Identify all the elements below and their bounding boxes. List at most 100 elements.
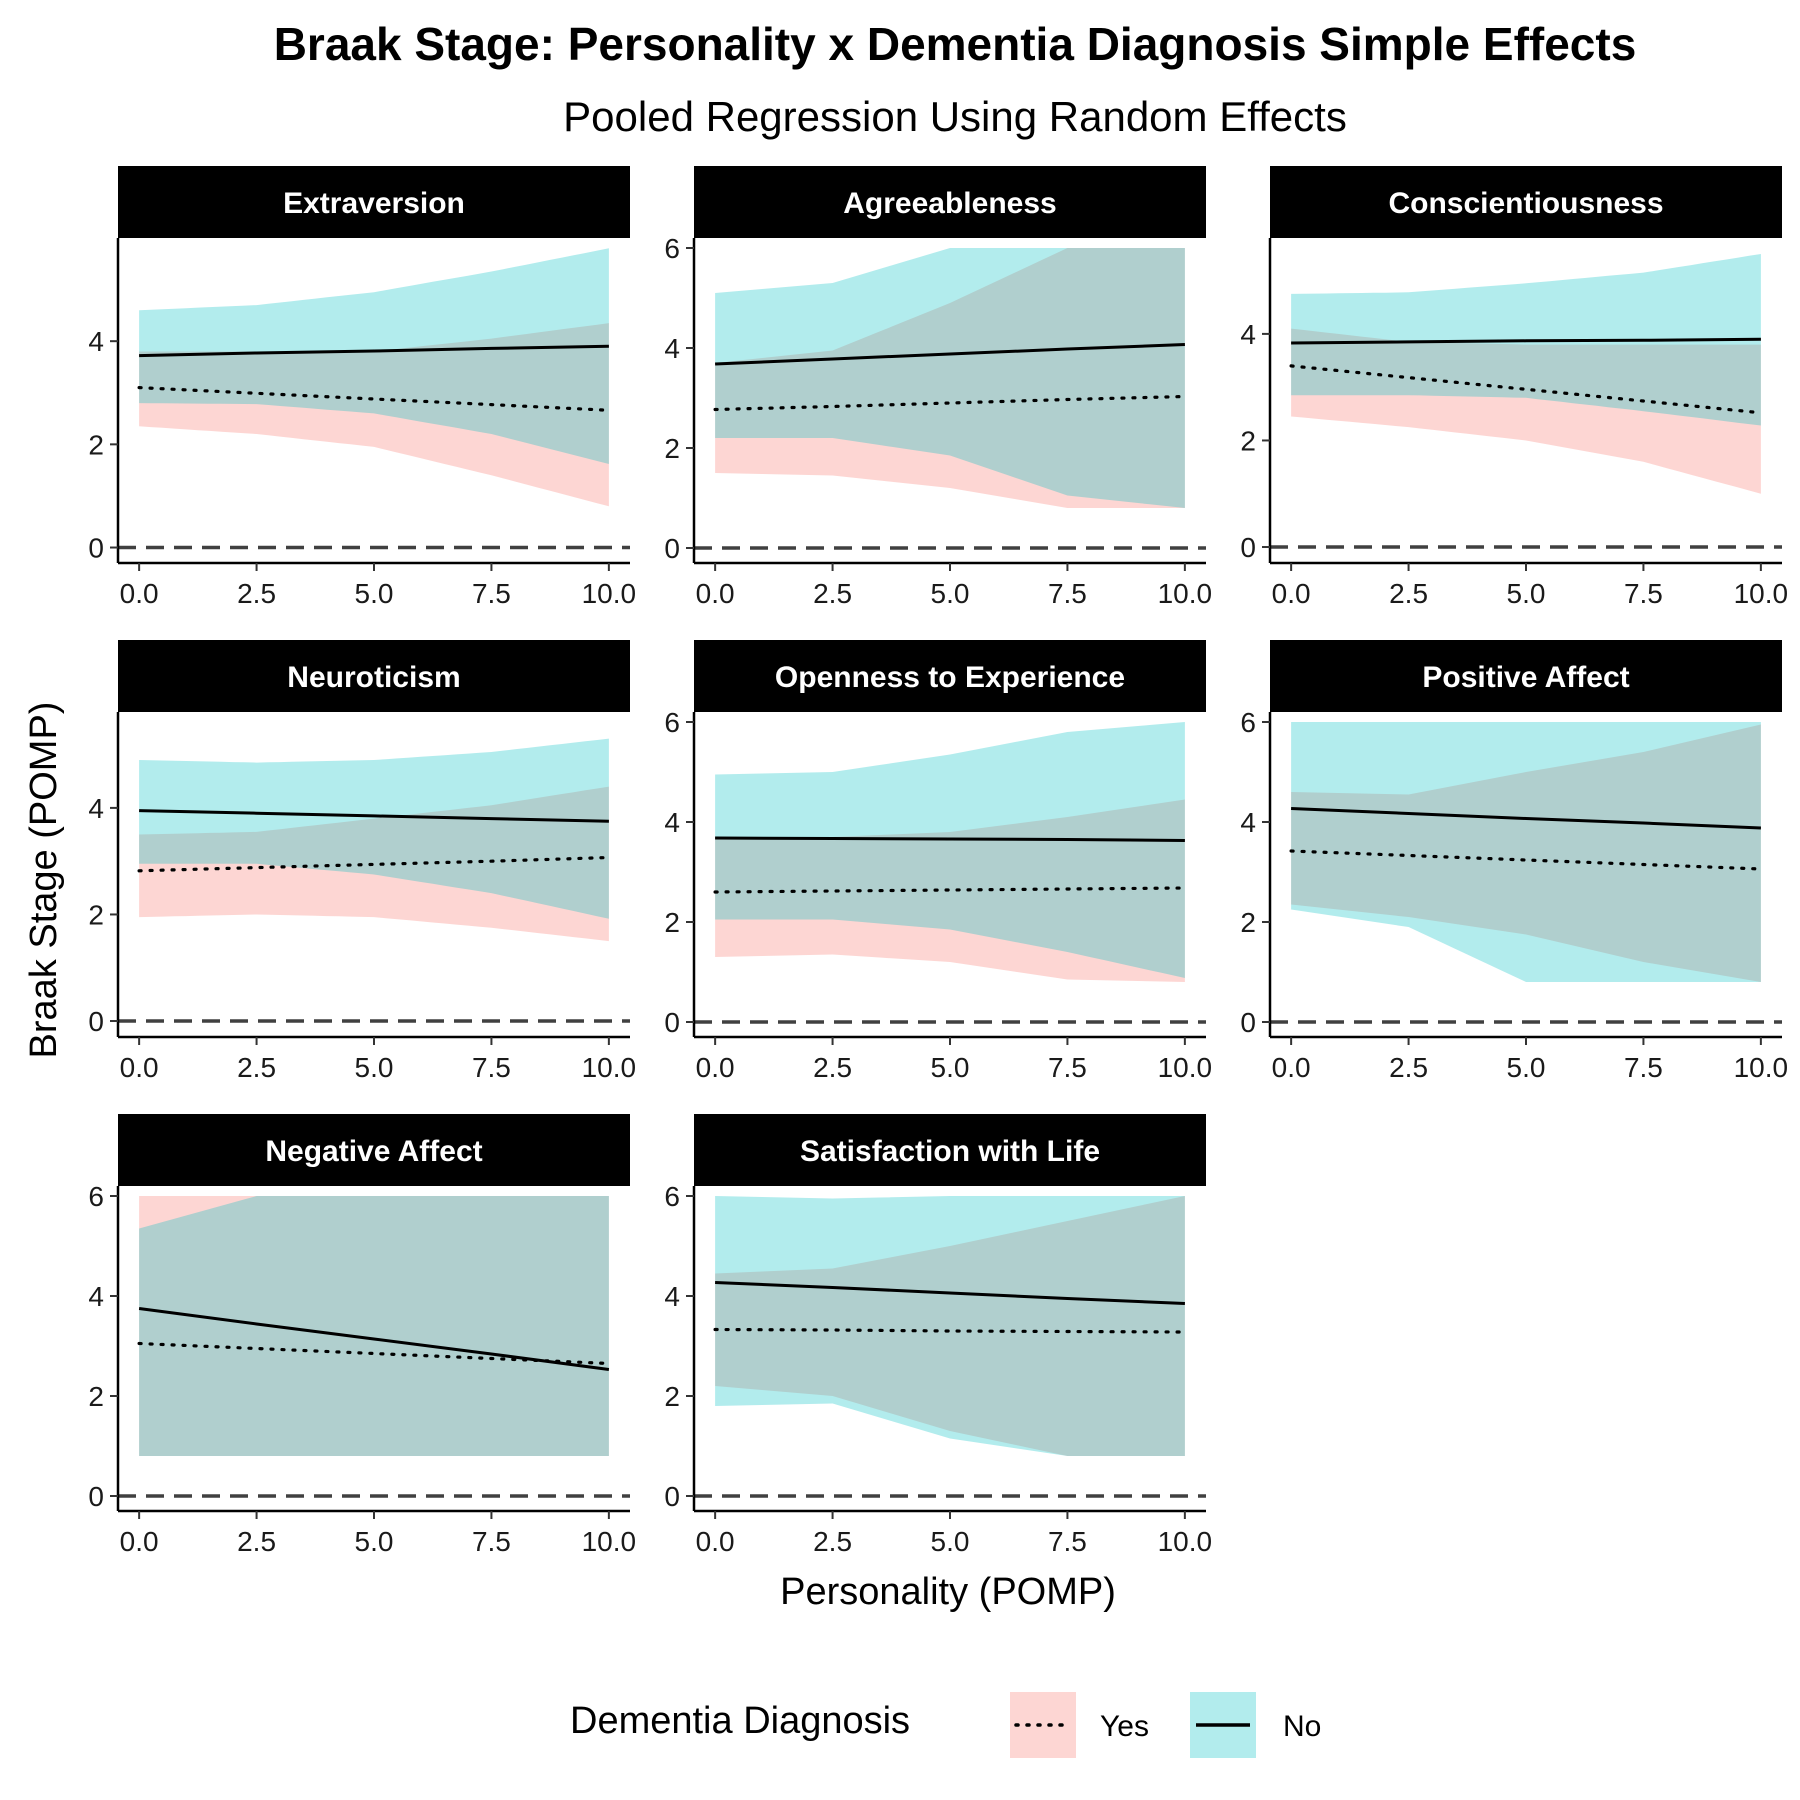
panel-conscientiousness: Conscientiousness 0 2 4 0.0 2.5 5.0 7.5 10.0 [1240, 166, 1788, 609]
x-tick-label-conscientiousness-2: 5.0 [1507, 578, 1546, 609]
strip-label-negative-affect: Negative Affect [265, 1135, 482, 1168]
x-tick-label-conscientiousness-3: 7.5 [1624, 578, 1663, 609]
x-tick-label-positive-affect-3: 7.5 [1624, 1052, 1663, 1083]
x-tick-label-conscientiousness-1: 2.5 [1389, 578, 1428, 609]
strip-negative-affect [118, 1114, 630, 1186]
y-tick-label-extraversion-0: 0 [88, 533, 104, 564]
x-tick-label-agreeableness-3: 7.5 [1048, 578, 1087, 609]
panel-neuroticism: Neuroticism 0 2 4 0.0 2.5 5.0 7.5 10.0 [88, 640, 636, 1083]
x-tick-label-satisfaction-with-life-4: 10.0 [1158, 1526, 1213, 1557]
y-tick-label-extraversion-4: 4 [88, 326, 104, 357]
fit-line-no-conscientiousness [1291, 337, 1761, 345]
fit-line-yes-neuroticism [137, 855, 611, 873]
x-tick-label-openness-to-experience-4: 10.0 [1158, 1052, 1213, 1083]
y-tick-label-negative-affect-6: 6 [88, 1181, 104, 1212]
x-tick-label-conscientiousness-4: 10.0 [1734, 578, 1789, 609]
y-tick-label-negative-affect-2: 2 [88, 1381, 104, 1412]
strip-label-neuroticism: Neuroticism [287, 661, 460, 694]
legend-key-yes-ribbon [1010, 1692, 1076, 1758]
panel-openness-to-experience: Openness to Experience 0 2 4 6 0.0 2.5 5.0 7.5 10… [664, 640, 1212, 1083]
y-axis-title: Braak Stage (POMP) [23, 702, 65, 1059]
panel-extraversion: Extraversion 0 2 4 0.0 2.5 5.0 7.5 10.0 [88, 166, 636, 609]
strip-satisfaction-with-life [694, 1114, 1206, 1186]
strip-agreeableness [694, 166, 1206, 238]
x-tick-label-neuroticism-0: 0.0 [120, 1052, 159, 1083]
chart-subtitle: Pooled Regression Using Random Effects [563, 93, 1347, 140]
x-tick-label-agreeableness-4: 10.0 [1158, 578, 1213, 609]
ribbon-yes-neuroticism [139, 786, 609, 942]
fit-line-no-negative-affect [138, 1307, 610, 1371]
x-tick-label-neuroticism-3: 7.5 [472, 1052, 511, 1083]
x-tick-label-neuroticism-2: 5.0 [355, 1052, 394, 1083]
fit-line-yes-negative-affect [137, 1341, 611, 1366]
x-tick-label-satisfaction-with-life-0: 0.0 [696, 1526, 735, 1557]
y-tick-label-neuroticism-4: 4 [88, 793, 104, 824]
y-tick-label-satisfaction-with-life-4: 4 [664, 1281, 680, 1312]
x-tick-label-positive-affect-1: 2.5 [1389, 1052, 1428, 1083]
fit-line-no-neuroticism [139, 809, 609, 823]
ribbon-no-extraversion [139, 248, 609, 464]
y-tick-label-positive-affect-6: 6 [1240, 707, 1256, 738]
ribbon-no-positive-affect [1291, 722, 1761, 982]
legend-title: Dementia Diagnosis [570, 1700, 910, 1742]
y-tick-label-agreeableness-2: 2 [664, 433, 680, 464]
ribbon-yes-conscientiousness [1291, 328, 1761, 494]
ribbon-no-neuroticism [139, 738, 609, 919]
fit-line-no-extraversion [139, 344, 609, 358]
x-tick-label-extraversion-1: 2.5 [237, 578, 276, 609]
y-tick-label-satisfaction-with-life-2: 2 [664, 1381, 680, 1412]
ribbon-no-agreeableness [715, 248, 1185, 508]
ribbon-yes-openness-to-experience [715, 799, 1185, 982]
legend: Dementia Diagnosis Yes No [570, 1692, 1321, 1758]
fit-line-no-openness-to-experience [715, 836, 1185, 842]
y-tick-label-negative-affect-0: 0 [88, 1481, 104, 1512]
x-tick-label-negative-affect-1: 2.5 [237, 1526, 276, 1557]
x-tick-label-conscientiousness-0: 0.0 [1272, 578, 1311, 609]
strip-positive-affect [1270, 640, 1782, 712]
strip-label-conscientiousness: Conscientiousness [1388, 187, 1663, 220]
fit-line-no-satisfaction-with-life [715, 1281, 1185, 1305]
x-tick-label-negative-affect-2: 5.0 [355, 1526, 394, 1557]
fit-line-no-positive-affect [1291, 807, 1761, 830]
x-tick-label-satisfaction-with-life-1: 2.5 [813, 1526, 852, 1557]
chart-title: Braak Stage: Personality x Dementia Diag… [274, 18, 1637, 70]
x-tick-label-neuroticism-4: 10.0 [582, 1052, 637, 1083]
ribbon-yes-satisfaction-with-life [715, 1196, 1185, 1456]
strip-label-satisfaction-with-life: Satisfaction with Life [800, 1135, 1100, 1168]
ribbon-no-openness-to-experience [715, 722, 1185, 978]
strip-conscientiousness [1270, 166, 1782, 238]
fit-line-yes-conscientiousness [1289, 364, 1763, 415]
x-tick-label-negative-affect-0: 0.0 [120, 1526, 159, 1557]
panel-agreeableness: Agreeableness 0 2 4 6 0.0 2.5 5.0 7.5 10.0 [664, 166, 1212, 609]
fit-line-yes-satisfaction-with-life [713, 1327, 1187, 1334]
legend-label-no: No [1283, 1710, 1321, 1743]
y-tick-label-positive-affect-0: 0 [1240, 1007, 1256, 1038]
y-tick-label-conscientiousness-2: 2 [1240, 425, 1256, 456]
y-tick-label-satisfaction-with-life-0: 0 [664, 1481, 680, 1512]
x-tick-label-openness-to-experience-3: 7.5 [1048, 1052, 1087, 1083]
y-tick-label-neuroticism-0: 0 [88, 1006, 104, 1037]
y-tick-label-openness-to-experience-6: 6 [664, 707, 680, 738]
strip-label-extraversion: Extraversion [283, 187, 465, 220]
y-tick-label-neuroticism-2: 2 [88, 899, 104, 930]
x-tick-label-positive-affect-0: 0.0 [1272, 1052, 1311, 1083]
strip-label-agreeableness: Agreeableness [843, 187, 1056, 220]
y-tick-label-negative-affect-4: 4 [88, 1281, 104, 1312]
strip-neuroticism [118, 640, 630, 712]
x-tick-label-negative-affect-4: 10.0 [582, 1526, 637, 1557]
x-tick-label-agreeableness-1: 2.5 [813, 578, 852, 609]
strip-openness-to-experience [694, 640, 1206, 712]
x-tick-label-positive-affect-2: 5.0 [1507, 1052, 1546, 1083]
strip-label-openness-to-experience: Openness to Experience [775, 661, 1125, 694]
x-tick-label-extraversion-4: 10.0 [582, 578, 637, 609]
x-tick-label-negative-affect-3: 7.5 [472, 1526, 511, 1557]
x-tick-label-openness-to-experience-2: 5.0 [931, 1052, 970, 1083]
y-tick-label-agreeableness-6: 6 [664, 233, 680, 264]
ribbon-no-negative-affect [139, 1196, 609, 1456]
panel-positive-affect: Positive Affect 0 2 4 6 0.0 2.5 5.0 7.5 10.0 [1240, 640, 1788, 1083]
y-tick-label-agreeableness-0: 0 [664, 533, 680, 564]
strip-label-positive-affect: Positive Affect [1422, 661, 1629, 694]
x-tick-label-extraversion-2: 5.0 [355, 578, 394, 609]
legend-label-yes: Yes [1100, 1710, 1149, 1743]
x-tick-label-satisfaction-with-life-3: 7.5 [1048, 1526, 1087, 1557]
